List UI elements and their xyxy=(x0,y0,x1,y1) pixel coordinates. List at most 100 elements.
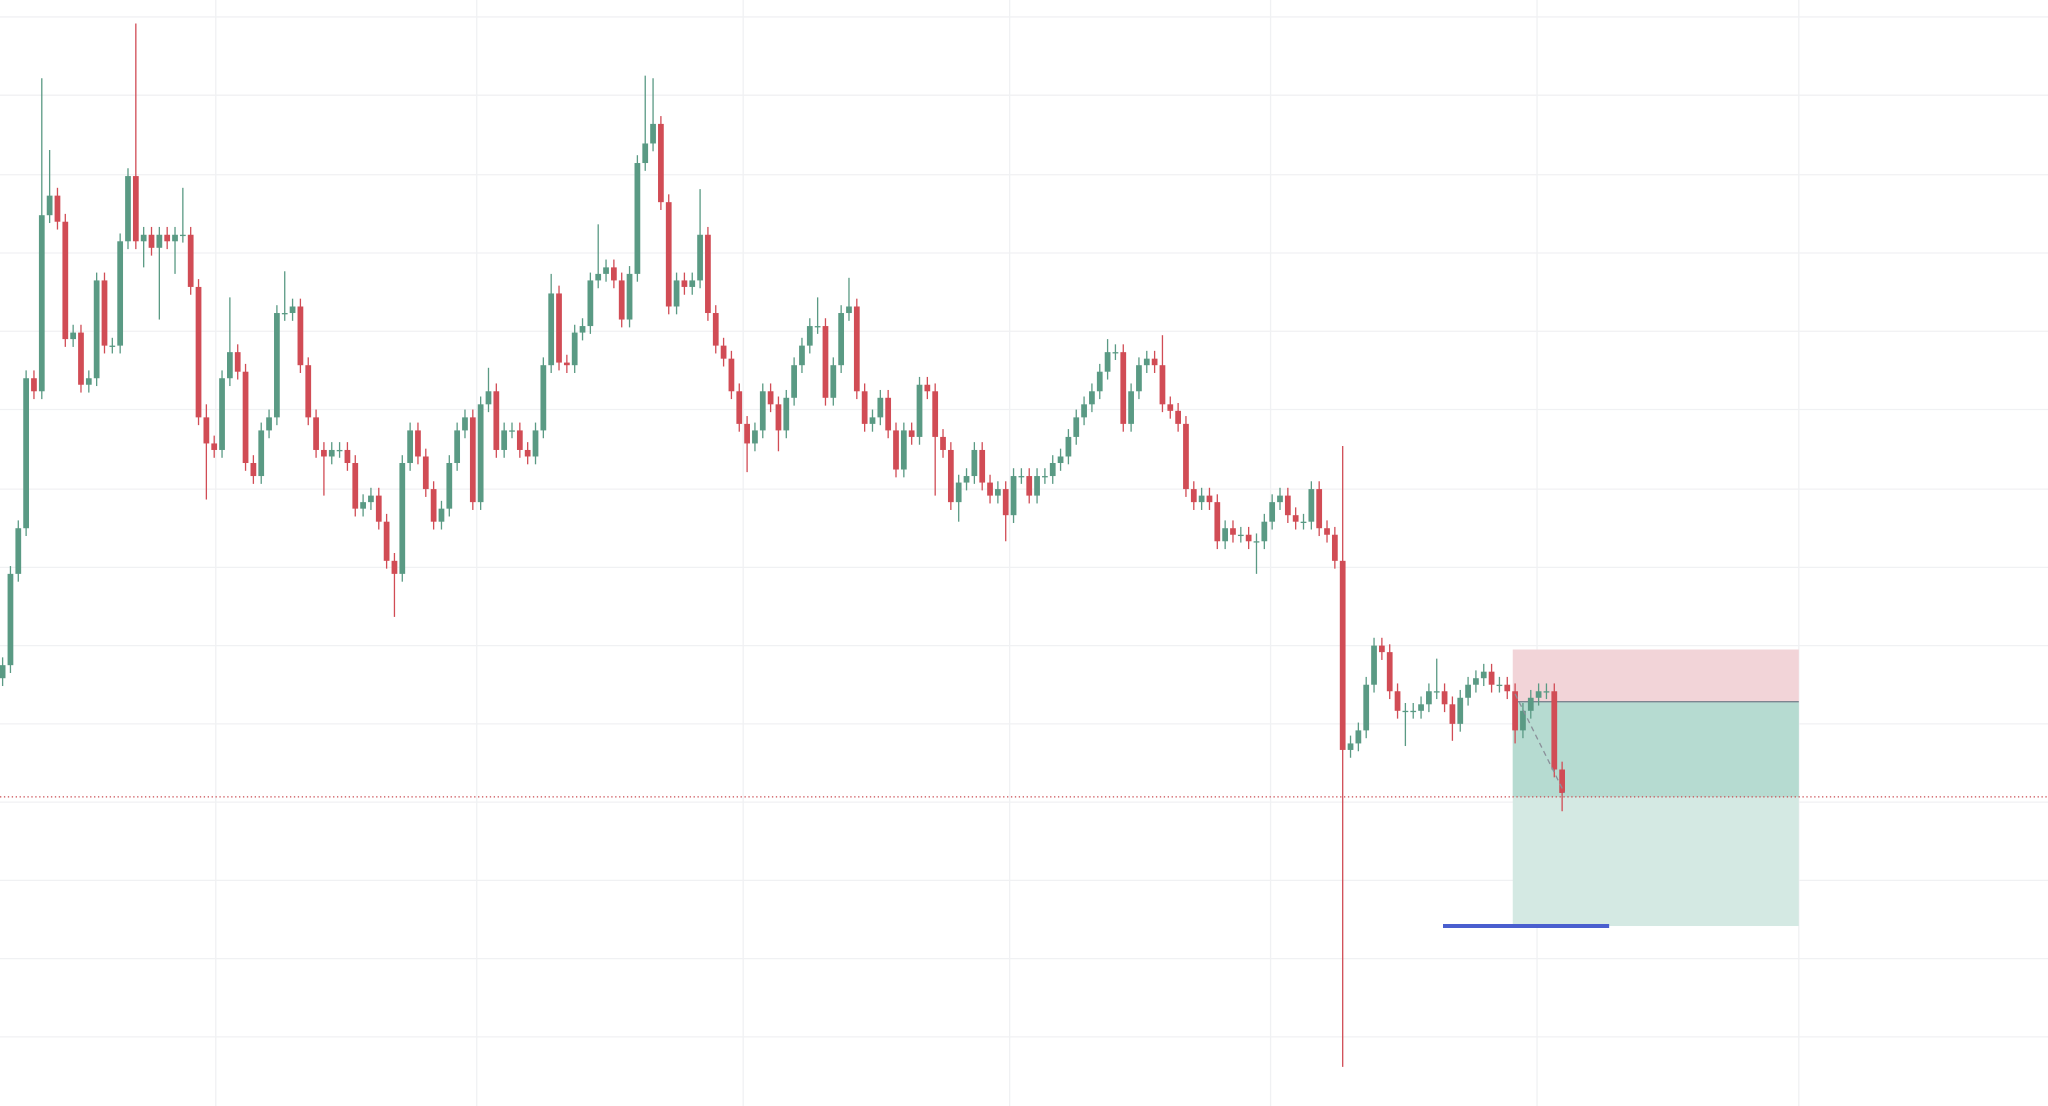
candle-body xyxy=(1143,358,1150,366)
candle-body xyxy=(728,358,735,392)
candle-body xyxy=(140,234,147,242)
candle-body xyxy=(611,267,617,281)
candle-body xyxy=(877,397,884,418)
candle-body xyxy=(1214,502,1221,542)
candle-body xyxy=(1120,352,1127,424)
candle-body xyxy=(1394,691,1401,711)
candle-body xyxy=(179,234,186,237)
candle-body xyxy=(1449,704,1456,724)
stop-zone xyxy=(1512,649,1799,702)
candle-body xyxy=(822,326,829,398)
candle-body xyxy=(203,417,210,444)
candle-body xyxy=(368,495,374,503)
candle-body xyxy=(1159,365,1166,405)
candle-body xyxy=(195,286,202,418)
candle-body xyxy=(297,306,304,366)
candle-body xyxy=(1504,684,1511,692)
candle-body xyxy=(924,384,931,392)
candle-body xyxy=(391,560,398,574)
candle-body xyxy=(1402,710,1409,713)
candle-body xyxy=(603,267,609,274)
candle-body xyxy=(1269,502,1276,522)
candle-body xyxy=(1245,534,1252,542)
candle-body xyxy=(947,449,954,503)
candle-body xyxy=(454,430,461,464)
candle-body xyxy=(916,384,923,437)
candle-body xyxy=(893,430,899,470)
candle-body xyxy=(1237,534,1244,537)
candle-body xyxy=(1355,730,1362,744)
candle-body xyxy=(0,665,6,679)
candle-body xyxy=(1441,691,1448,705)
candle-body xyxy=(375,495,382,522)
candle-body xyxy=(344,449,351,464)
candle-body xyxy=(658,123,664,203)
candle-body xyxy=(1112,352,1119,354)
candle-body xyxy=(1206,495,1213,503)
candle-body xyxy=(995,489,1001,496)
candle-body xyxy=(1480,671,1487,679)
candle-body xyxy=(1520,710,1526,731)
candle-body xyxy=(258,430,265,477)
candle-body xyxy=(1065,436,1072,457)
candle-body xyxy=(712,313,719,346)
candle-body xyxy=(1253,541,1260,543)
candle-body xyxy=(1457,697,1464,724)
candle-body xyxy=(1042,476,1048,478)
candle-body xyxy=(1371,645,1377,685)
candle-body xyxy=(532,430,539,457)
candle-body xyxy=(1010,476,1017,516)
candle-body xyxy=(1488,671,1495,685)
candle-body xyxy=(1473,678,1479,685)
candle-body xyxy=(109,345,116,347)
candle-body xyxy=(1324,528,1330,535)
candle-body xyxy=(93,280,100,379)
candle-body xyxy=(328,449,335,457)
candle-body xyxy=(1527,697,1534,711)
candle-body xyxy=(266,417,272,431)
candle-body xyxy=(971,449,978,477)
candle-body xyxy=(705,234,711,314)
candle-body xyxy=(1175,410,1181,424)
candle-body xyxy=(626,273,633,320)
candle-body xyxy=(132,176,139,242)
candle-body xyxy=(1433,691,1440,693)
candle-body xyxy=(509,430,515,432)
candle-body xyxy=(516,430,523,450)
candle-body xyxy=(744,423,750,444)
candle-body xyxy=(1222,528,1229,542)
candle-body xyxy=(227,352,233,379)
candle-body xyxy=(1379,645,1385,653)
candle-body xyxy=(360,502,366,509)
candle-body xyxy=(430,489,437,522)
candle-body xyxy=(148,234,155,248)
candle-body xyxy=(1026,476,1033,496)
candle-body xyxy=(940,436,946,450)
candle-body xyxy=(665,202,672,307)
candle-body xyxy=(885,397,892,431)
candle-body xyxy=(1096,371,1103,392)
candle-body xyxy=(164,234,171,242)
candle-body xyxy=(1363,684,1370,731)
candle-body xyxy=(908,430,915,437)
candle-body xyxy=(806,326,813,346)
candle-body xyxy=(85,378,92,385)
candle-body xyxy=(540,365,547,431)
candle-body xyxy=(1339,560,1346,750)
candle-body xyxy=(31,378,37,392)
candle-body xyxy=(125,176,131,242)
candle-body xyxy=(548,293,555,366)
candle-body xyxy=(1308,489,1315,522)
candle-body xyxy=(352,463,359,509)
candle-body xyxy=(485,391,492,405)
candle-body xyxy=(1230,528,1236,535)
candle-body xyxy=(830,365,837,398)
candle-body xyxy=(571,332,578,366)
candle-body xyxy=(211,443,218,450)
candle-body xyxy=(383,521,390,561)
candle-body xyxy=(1081,404,1087,418)
candle-body xyxy=(274,313,280,418)
candle-body xyxy=(438,508,445,522)
candle-body xyxy=(446,463,453,509)
